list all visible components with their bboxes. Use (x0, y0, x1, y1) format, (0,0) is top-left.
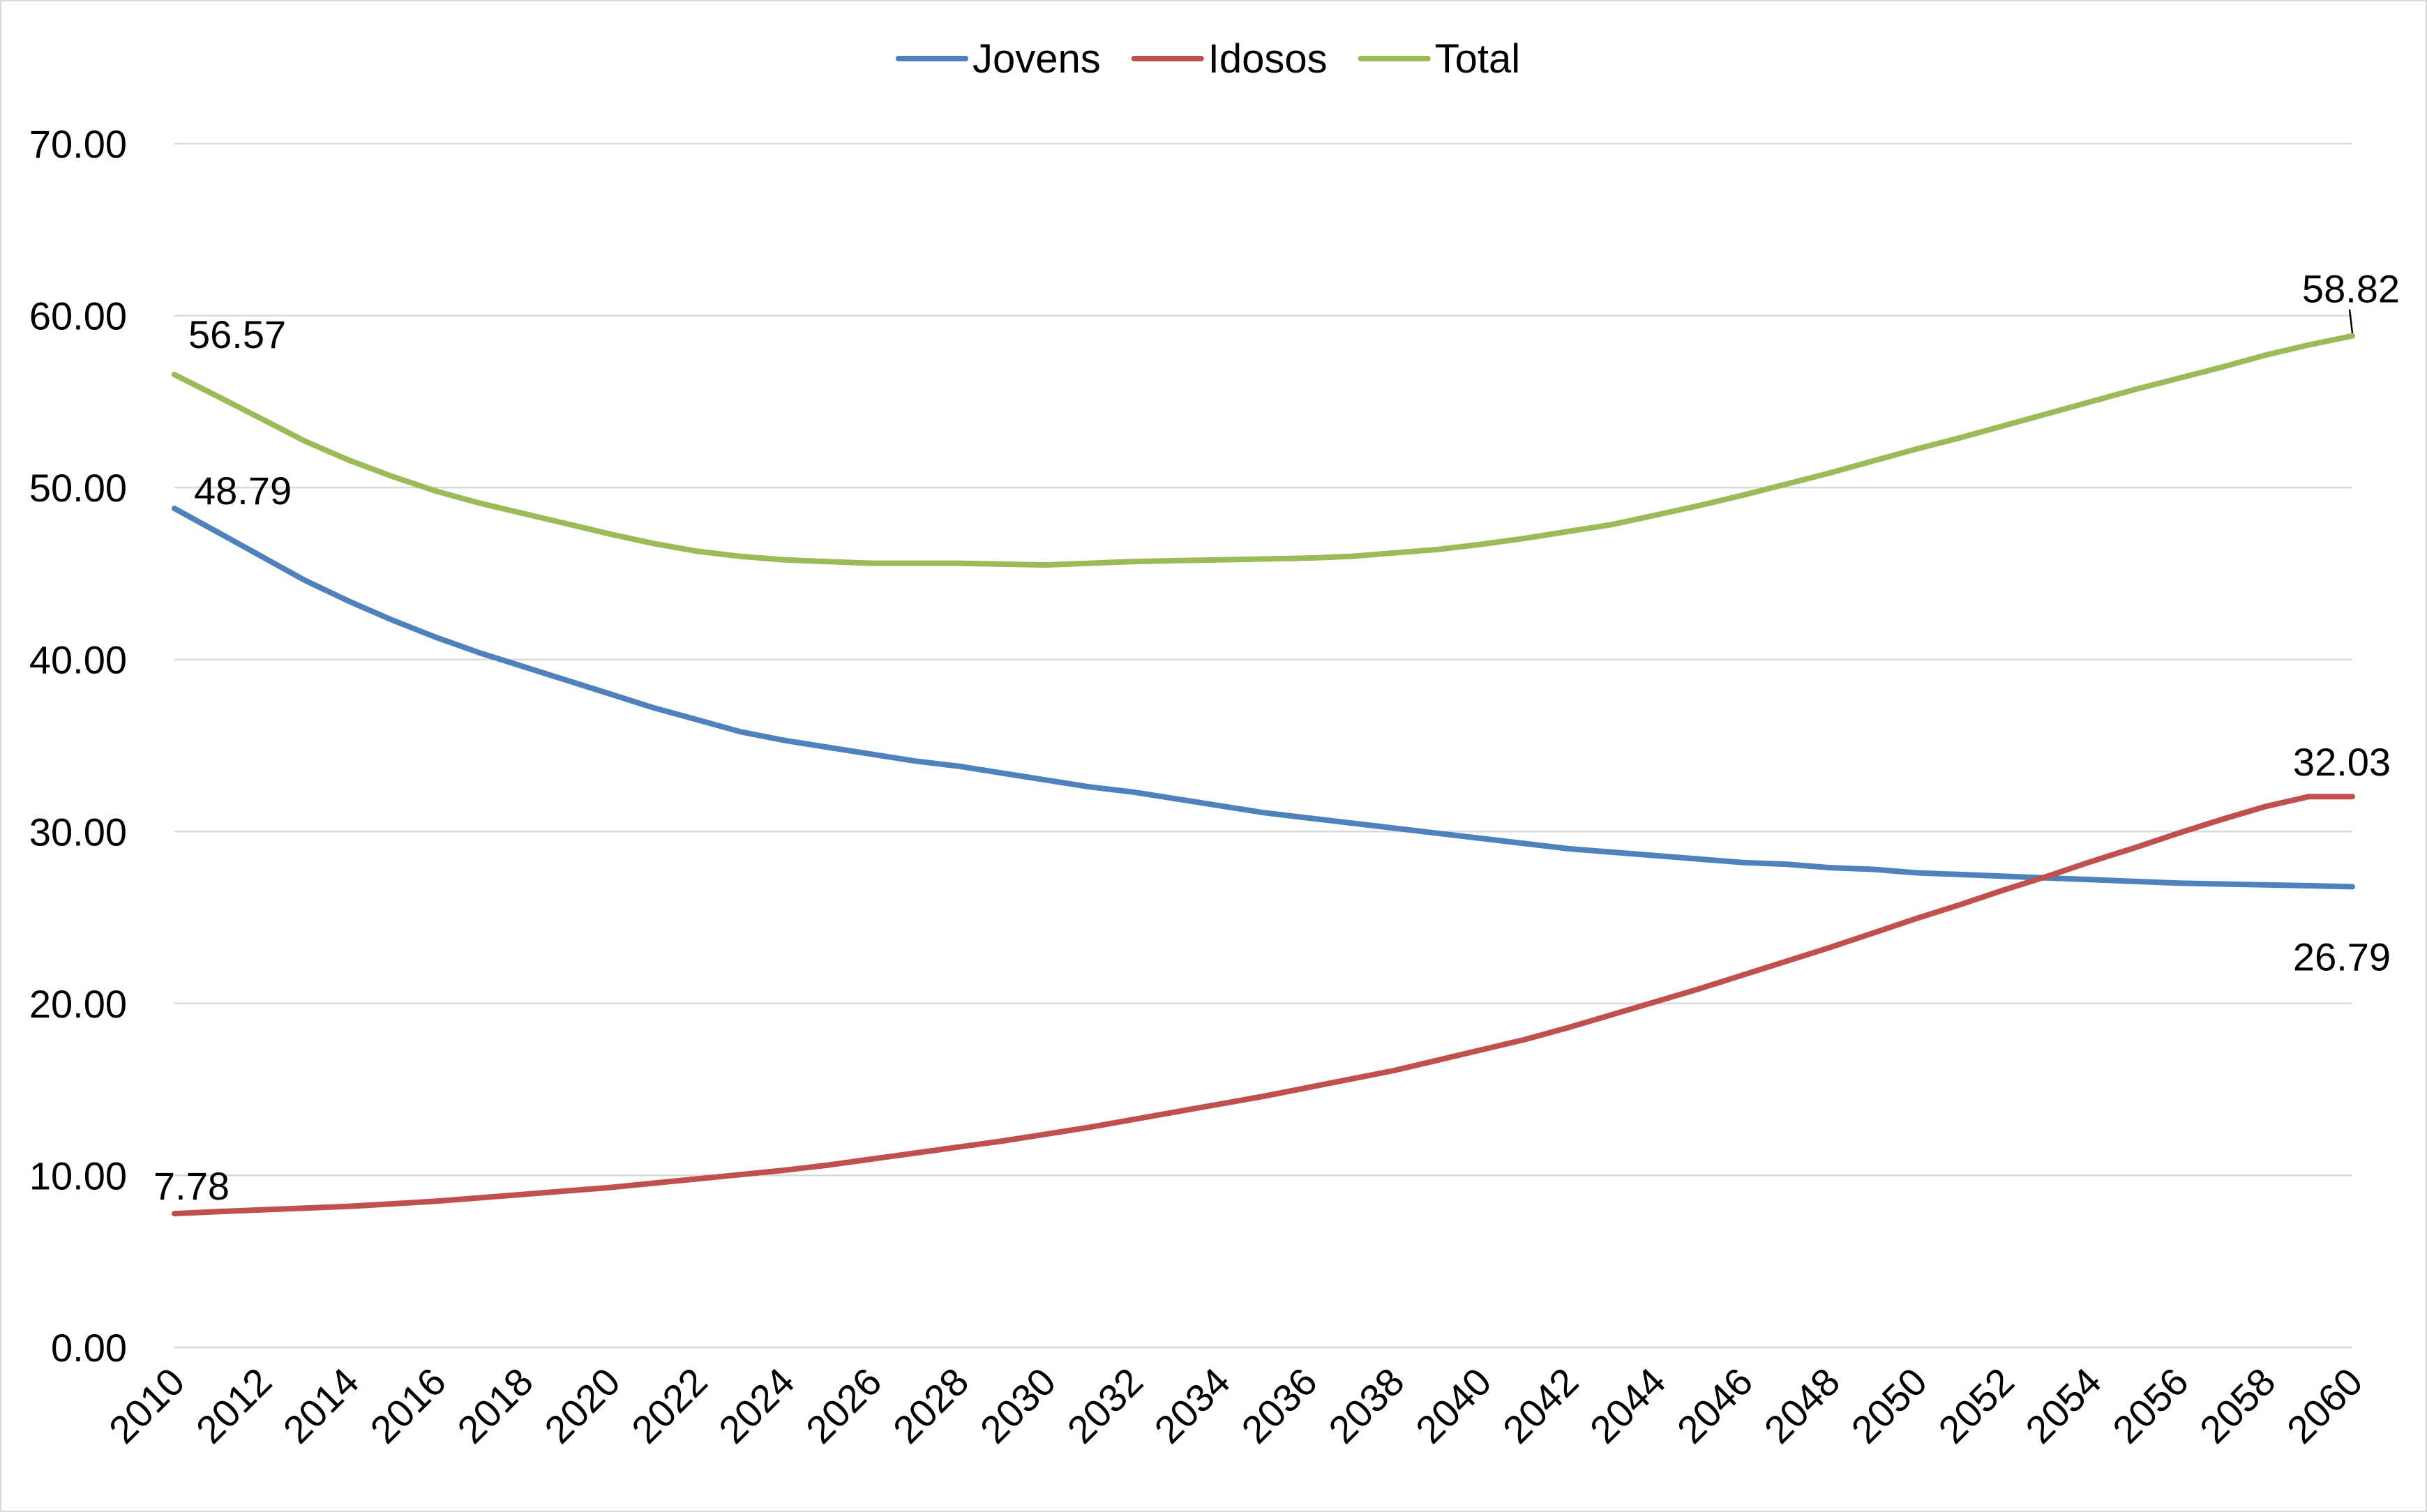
gridlines (174, 142, 2352, 1349)
data-label-total-2010: 56.57 (188, 312, 286, 356)
y-tick-label: 10.00 (29, 1154, 127, 1197)
x-tick-label: 2056 (2104, 1359, 2197, 1452)
x-tick-label: 2034 (1145, 1359, 1238, 1452)
x-tick-label: 2016 (361, 1359, 454, 1452)
data-label-total-2060: 58.82 (2302, 267, 2400, 311)
y-tick-label: 20.00 (29, 982, 127, 1026)
y-tick-label: 30.00 (29, 810, 127, 854)
data-label-jovens-2010: 48.79 (194, 469, 292, 513)
y-tick-label: 50.00 (29, 466, 127, 510)
x-tick-label: 2022 (623, 1359, 716, 1452)
x-tick-label: 2018 (449, 1359, 541, 1452)
y-tick-label: 0.00 (51, 1326, 127, 1370)
x-tick-label: 2048 (1756, 1359, 1849, 1452)
x-tick-label: 2054 (2017, 1359, 2110, 1452)
series-lines (172, 333, 2355, 1217)
series-line-idosos (172, 794, 2355, 1217)
series-line-jovens (172, 506, 2355, 890)
x-tick-label: 2046 (1669, 1359, 1761, 1452)
x-axis-tick-labels: 2010201220142016201820202022202420262028… (100, 1359, 2371, 1452)
x-tick-label: 2052 (1930, 1359, 2022, 1452)
x-tick-label: 2042 (1494, 1359, 1587, 1452)
x-tick-label: 2040 (1407, 1359, 1500, 1452)
data-label-jovens-2060: 26.79 (2293, 935, 2391, 978)
legend-label-jovens: Jovens (972, 36, 1101, 82)
legend: Jovens Idosos Total (896, 36, 1521, 82)
data-label-idosos-2060: 32.03 (2293, 740, 2391, 784)
y-tick-label: 60.00 (29, 294, 127, 338)
x-tick-label: 2026 (797, 1359, 890, 1452)
x-tick-label: 2028 (885, 1359, 977, 1452)
x-tick-label: 2032 (1059, 1359, 1152, 1452)
data-labels: 56.57 48.79 7.78 58.82 32.03 26.79 (153, 267, 2400, 1209)
x-tick-label: 2058 (2191, 1359, 2284, 1452)
x-tick-label: 2036 (1233, 1359, 1325, 1452)
x-tick-label: 2020 (536, 1359, 629, 1452)
y-tick-label: 40.00 (29, 638, 127, 682)
x-tick-label: 2010 (100, 1359, 193, 1452)
legend-label-idosos: Idosos (1208, 36, 1328, 82)
x-tick-label: 2024 (710, 1359, 803, 1452)
x-tick-label: 2044 (1581, 1359, 1674, 1452)
data-label-idosos-2010: 7.78 (153, 1164, 230, 1208)
x-tick-label: 2038 (1320, 1359, 1413, 1452)
series-line-total (172, 333, 2355, 568)
y-axis-tick-labels: 0.00 10.00 20.00 30.00 40.00 50.00 60.00 70.00 (29, 122, 127, 1370)
y-tick-label: 70.00 (29, 122, 127, 166)
leader-line-total-2060 (2348, 309, 2354, 333)
x-tick-label: 2014 (275, 1359, 368, 1452)
x-tick-label: 2012 (188, 1359, 280, 1452)
x-tick-label: 2030 (972, 1359, 1065, 1452)
legend-label-total: Total (1435, 36, 1521, 82)
x-tick-label: 2050 (1842, 1359, 1935, 1452)
x-tick-label: 2060 (2278, 1359, 2371, 1452)
